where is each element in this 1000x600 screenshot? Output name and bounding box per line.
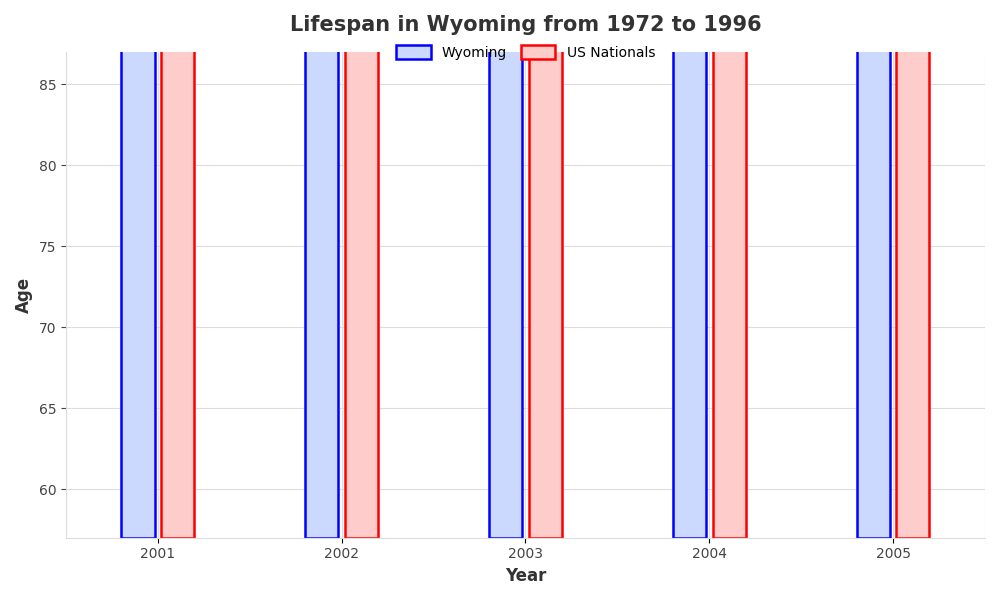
Bar — [305, 0, 338, 538]
X-axis label: Year: Year — [505, 567, 546, 585]
Legend: Wyoming, US Nationals: Wyoming, US Nationals — [390, 40, 661, 65]
Bar — [121, 0, 155, 538]
Bar — [673, 0, 706, 538]
Bar — [489, 0, 522, 538]
Bar — [713, 0, 746, 538]
Y-axis label: Age: Age — [15, 277, 33, 313]
Bar — [896, 0, 929, 538]
Bar — [857, 0, 890, 538]
Bar — [345, 0, 378, 538]
Bar — [161, 0, 194, 538]
Title: Lifespan in Wyoming from 1972 to 1996: Lifespan in Wyoming from 1972 to 1996 — [290, 15, 761, 35]
Bar — [529, 0, 562, 538]
